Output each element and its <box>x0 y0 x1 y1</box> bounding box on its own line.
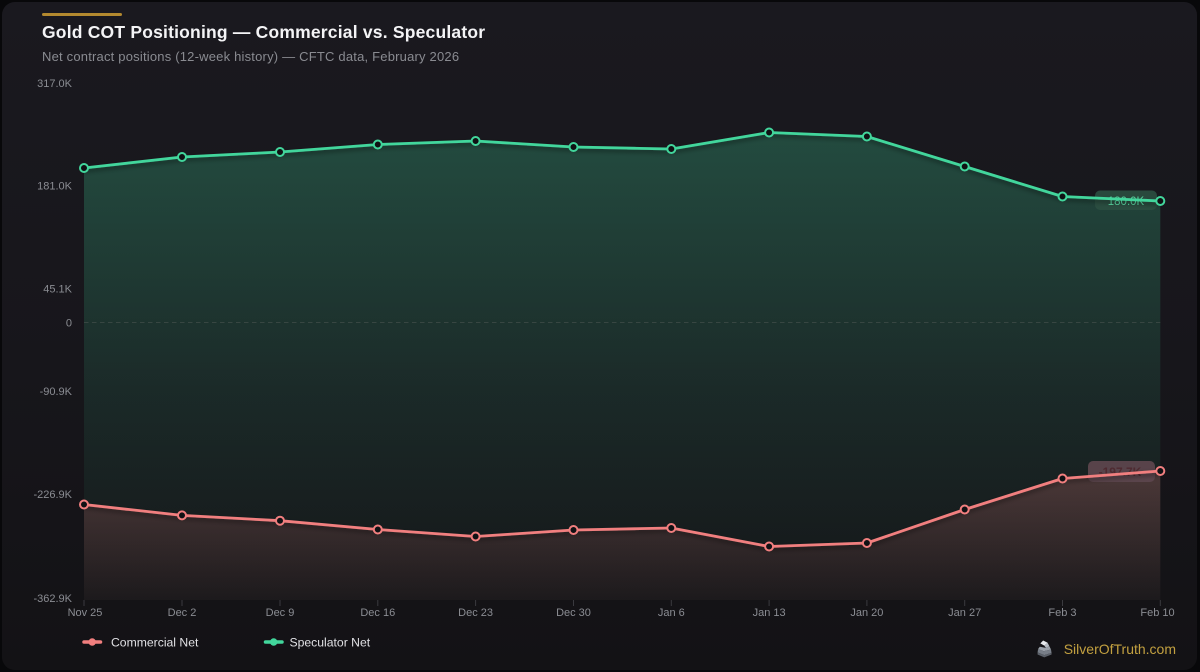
svg-text:Speculator Net: Speculator Net <box>290 636 371 650</box>
svg-text:181.0K: 181.0K <box>37 181 73 193</box>
svg-text:45.1K: 45.1K <box>43 284 72 296</box>
svg-text:Commercial Net: Commercial Net <box>111 636 199 650</box>
svg-text:Jan 13: Jan 13 <box>753 607 786 619</box>
svg-text:Dec 23: Dec 23 <box>458 607 493 619</box>
svg-text:Feb 10: Feb 10 <box>1140 607 1174 619</box>
svg-text:Dec 9: Dec 9 <box>266 607 295 619</box>
svg-text:-90.9K: -90.9K <box>40 386 73 398</box>
svg-text:Jan 27: Jan 27 <box>948 607 981 619</box>
svg-text:317.0K: 317.0K <box>37 78 73 90</box>
svg-text:Dec 30: Dec 30 <box>556 607 591 619</box>
svg-text:Dec 2: Dec 2 <box>168 607 197 619</box>
svg-text:Jan 6: Jan 6 <box>658 607 685 619</box>
svg-text:-226.9K: -226.9K <box>33 489 72 501</box>
svg-text:Nov 25: Nov 25 <box>68 607 103 619</box>
svg-text:-362.9K: -362.9K <box>33 593 72 605</box>
svg-text:Dec 16: Dec 16 <box>360 607 395 619</box>
svg-text:0: 0 <box>66 318 72 330</box>
svg-text:Feb 3: Feb 3 <box>1048 607 1076 619</box>
svg-text:Jan 20: Jan 20 <box>850 607 883 619</box>
svg-text:SilverOfTruth.com: SilverOfTruth.com <box>1064 641 1176 657</box>
